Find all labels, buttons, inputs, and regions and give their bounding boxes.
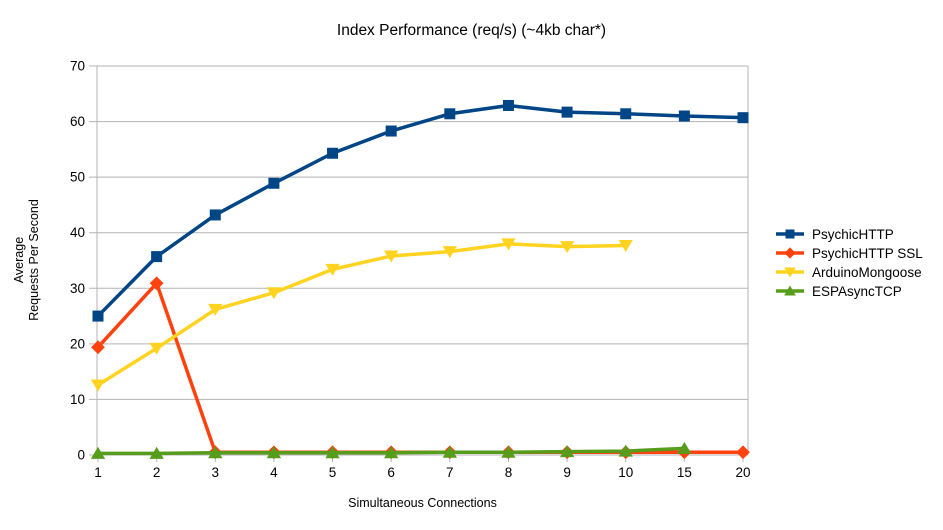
series-line-psychichttp-ssl <box>96 281 745 454</box>
marker-arduinomongoose <box>442 246 457 259</box>
x-tick-label: 4 <box>270 465 278 480</box>
legend-label-espasynctcp: ESPAsyncTCP <box>812 283 902 299</box>
marker-espasynctcp <box>90 446 106 459</box>
legend-label-psychichttp: PsychicHTTP <box>812 226 894 242</box>
legend-item-psychichttp-ssl: PsychicHTTP SSL <box>775 245 923 261</box>
marker-espasynctcp <box>442 445 457 458</box>
legend-item-psychichttp: PsychicHTTP <box>775 226 923 242</box>
x-tick-label: 20 <box>735 465 750 480</box>
x-tick-label: 15 <box>677 465 692 480</box>
legend-marker <box>784 247 796 259</box>
marker-psychichttp <box>151 251 163 263</box>
marker-psychichttp <box>678 110 690 122</box>
marker-psychichttp-ssl <box>736 445 750 460</box>
legend-marker-square-icon <box>776 229 804 239</box>
x-tick-label: 3 <box>212 465 220 480</box>
marker-arduinomongoose <box>149 342 164 355</box>
legend: PsychicHTTP PsychicHTTP SSL ArduinoMongo… <box>775 226 923 299</box>
y-tick-label: 20 <box>70 336 85 351</box>
y-tick-label: 10 <box>70 392 85 407</box>
legend-marker <box>784 267 796 278</box>
y-tick-label: 30 <box>70 281 85 296</box>
marker-espasynctcp <box>677 441 692 454</box>
marker-arduinomongoose <box>501 238 516 251</box>
marker-psychichttp-ssl <box>149 276 164 291</box>
marker-arduinomongoose <box>325 263 340 276</box>
marker-espasynctcp <box>384 446 399 459</box>
marker-arduinomongoose <box>90 379 106 392</box>
x-tick-label: 5 <box>329 465 337 480</box>
marker-psychichttp <box>502 99 514 111</box>
legend-marker-triangle-down-icon <box>776 267 804 278</box>
marker-espasynctcp <box>559 445 575 458</box>
marker-psychichttp <box>385 125 397 137</box>
x-tick-label: 1 <box>94 465 102 480</box>
x-axis-title: Simultaneous Connections <box>348 496 497 510</box>
y-tick-label: 50 <box>70 170 85 185</box>
legend-marker <box>785 229 795 239</box>
legend-marker <box>784 285 796 296</box>
legend-item-arduinomongoose: ArduinoMongoose <box>775 264 923 280</box>
marker-arduinomongoose <box>208 303 223 316</box>
x-tick-label: 10 <box>618 465 633 480</box>
marker-psychichttp <box>92 310 104 322</box>
series-line-arduinomongoose <box>96 242 628 387</box>
marker-arduinomongoose <box>559 241 575 254</box>
marker-psychichttp <box>209 209 221 221</box>
x-tick-label: 8 <box>505 465 513 480</box>
marker-espasynctcp <box>208 446 223 459</box>
marker-espasynctcp <box>325 446 340 459</box>
marker-psychichttp <box>444 108 456 120</box>
marker-espasynctcp <box>149 446 164 459</box>
marker-psychichttp <box>620 108 632 120</box>
marker-psychichttp <box>737 112 749 124</box>
y-tick-label: 60 <box>70 114 85 129</box>
y-tick-label: 40 <box>70 225 85 240</box>
y-tick-label: 70 <box>70 59 85 74</box>
y-tick-label: 0 <box>77 448 85 463</box>
x-tick-label: 6 <box>387 465 395 480</box>
marker-psychichttp <box>561 106 573 118</box>
legend-label-arduinomongoose: ArduinoMongoose <box>812 264 922 280</box>
series-line-psychichttp <box>96 103 745 318</box>
chart-title: Index Performance (req/s) (~4kb char*) <box>336 22 607 39</box>
legend-marker-triangle-up-icon <box>776 285 804 296</box>
marker-arduinomongoose <box>384 250 399 263</box>
x-tick-label: 2 <box>153 465 161 480</box>
legend-marker-diamond-icon <box>776 247 804 259</box>
marker-espasynctcp <box>501 445 516 458</box>
marker-psychichttp <box>268 177 280 189</box>
marker-espasynctcp <box>266 446 282 459</box>
marker-psychichttp-ssl <box>91 340 105 355</box>
legend-label-psychichttp-ssl: PsychicHTTP SSL <box>812 245 923 261</box>
marker-arduinomongoose <box>618 239 633 252</box>
marker-arduinomongoose <box>266 287 282 300</box>
marker-psychichttp <box>327 147 339 159</box>
x-tick-label: 9 <box>563 465 571 480</box>
x-tick-label: 7 <box>446 465 454 480</box>
legend-item-espasynctcp: ESPAsyncTCP <box>775 283 923 299</box>
marker-espasynctcp <box>618 444 633 457</box>
